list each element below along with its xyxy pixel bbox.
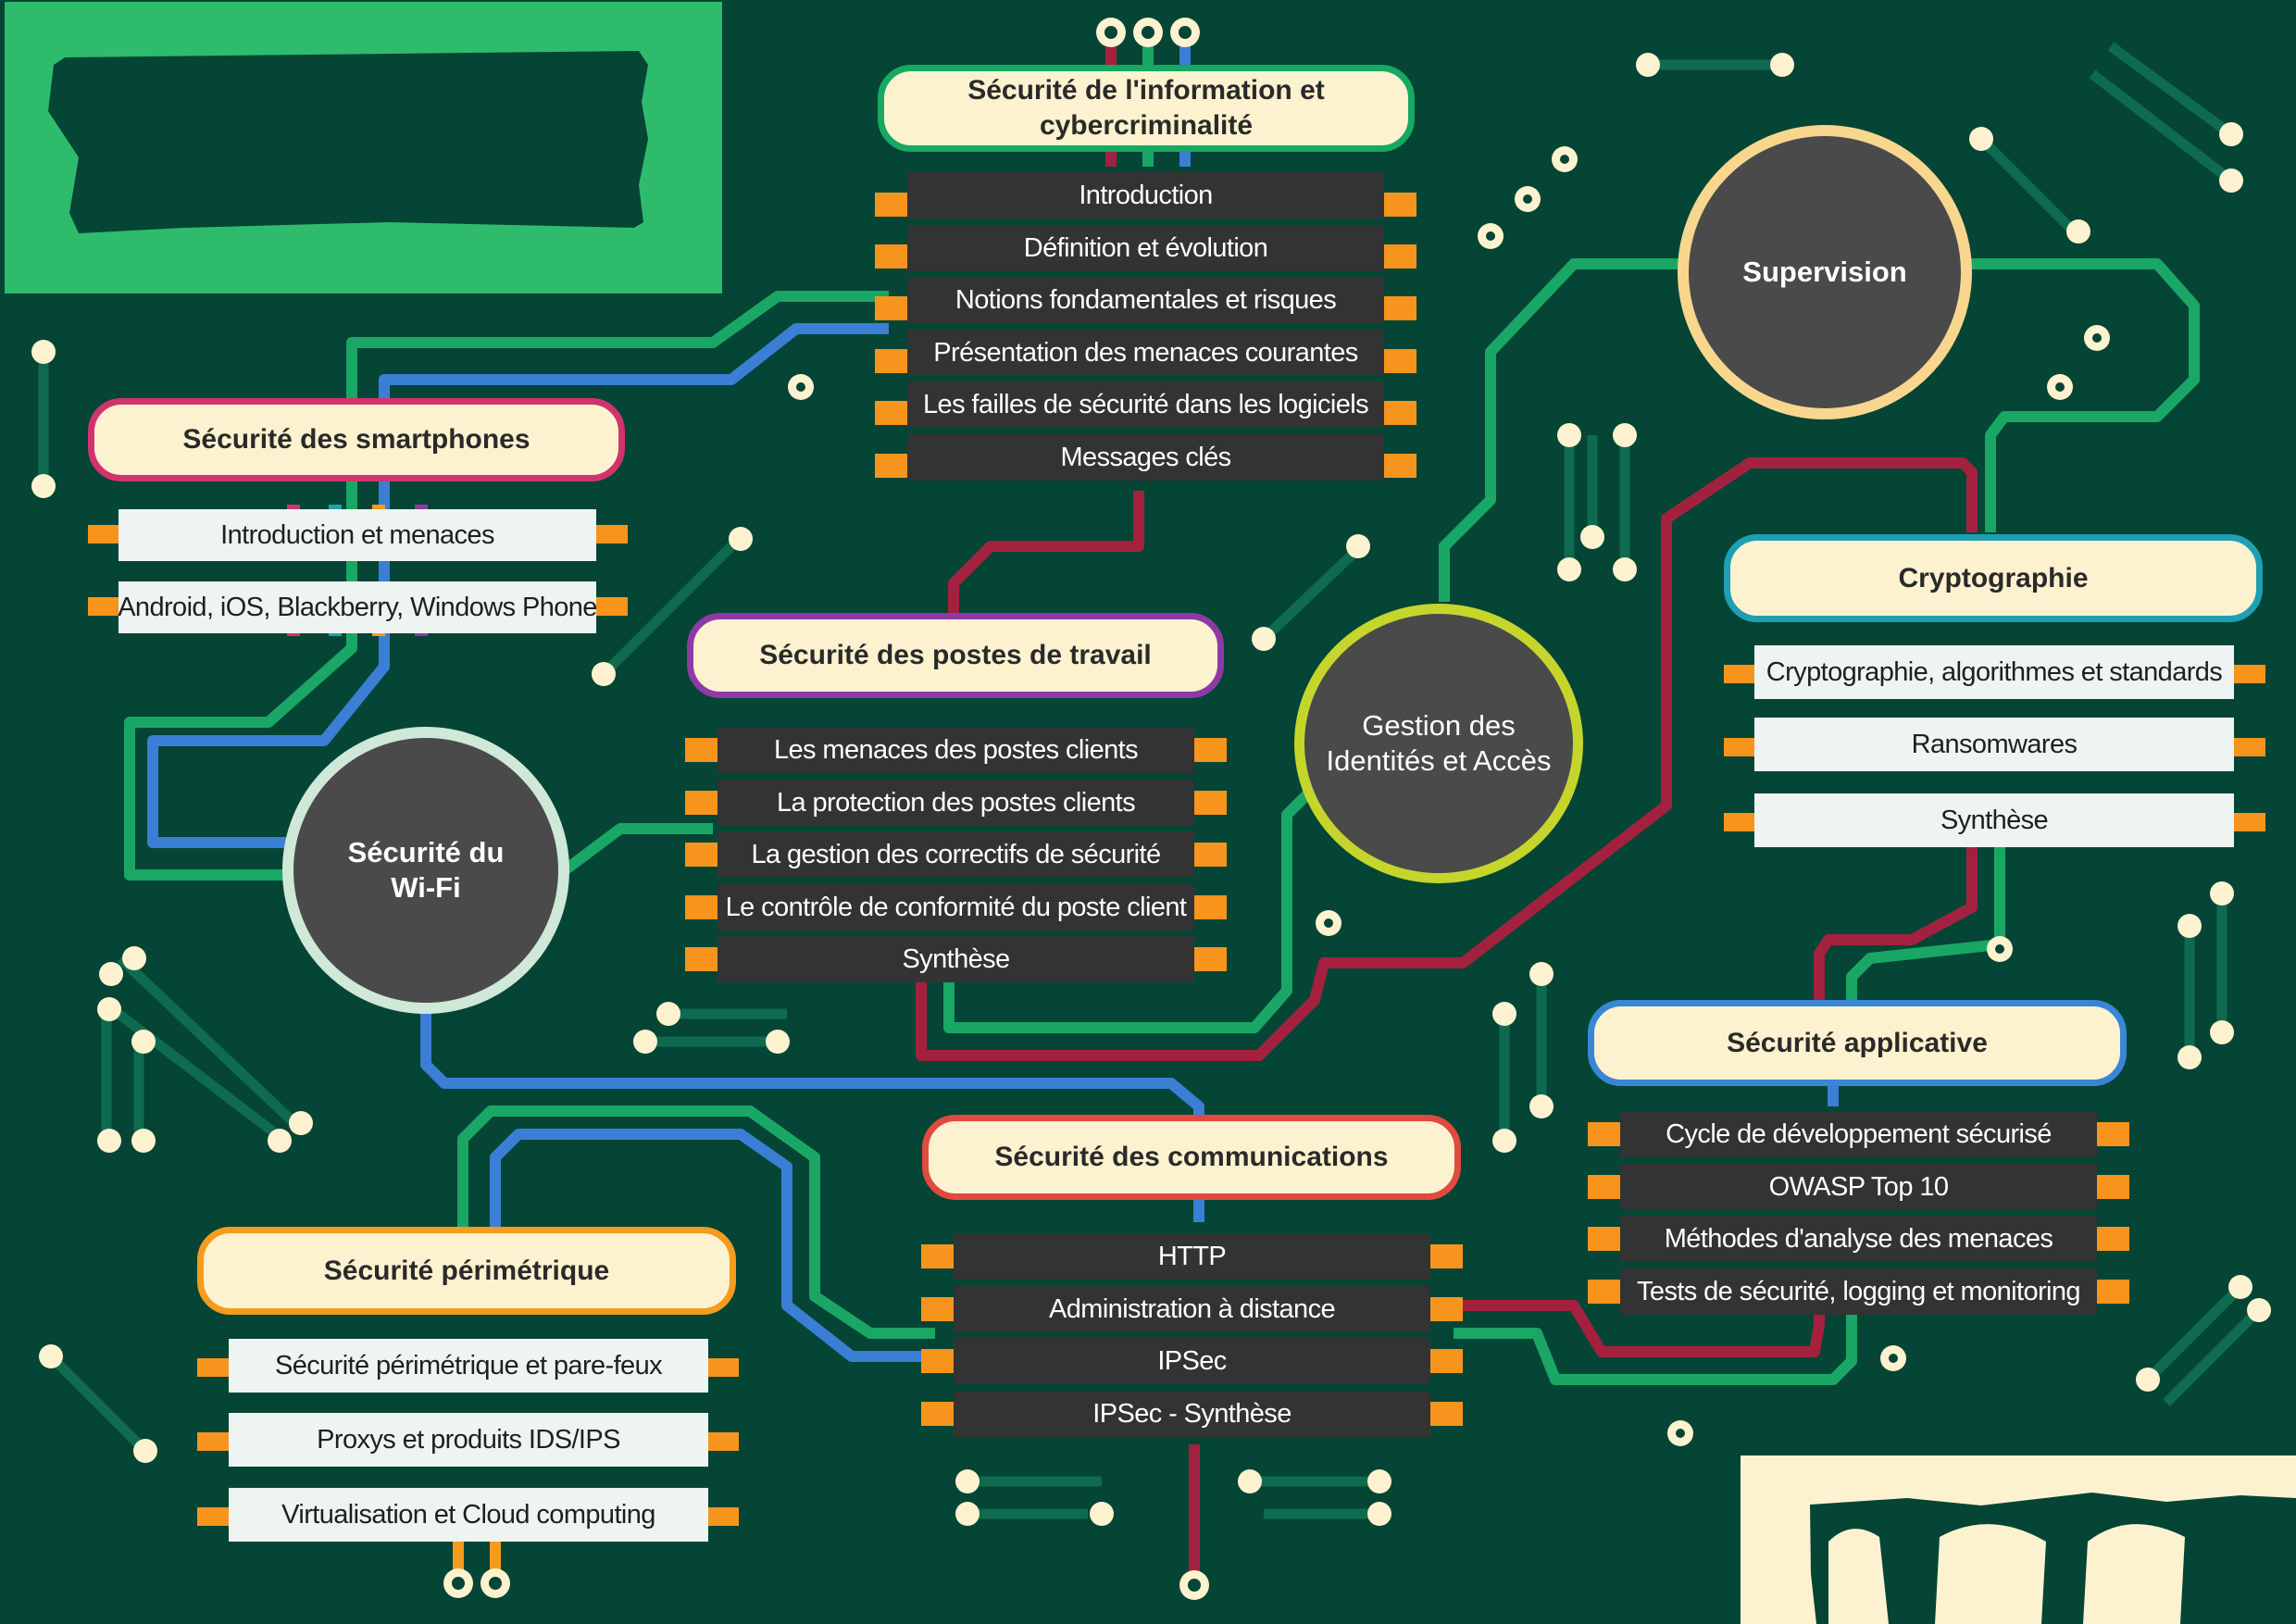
bottom-right-banner bbox=[1741, 1455, 2296, 1624]
chip-application: Cycle de développement sécurisé OWASP To… bbox=[1588, 1111, 2129, 1333]
chip-row[interactable]: Tests de sécurité, logging et monitoring bbox=[1620, 1268, 2097, 1315]
list-item[interactable]: Android, iOS, Blackberry, Windows Phone bbox=[118, 581, 597, 633]
chip-row[interactable]: Notions fondamentales et risques bbox=[907, 277, 1384, 323]
chip-row[interactable]: Le contrôle de conformité du poste clien… bbox=[718, 884, 1194, 931]
chip-info-security: Introduction Définition et évolution Not… bbox=[875, 172, 1416, 496]
module-title-info-security: Sécurité de l'information et cybercrimin… bbox=[878, 65, 1415, 152]
chip-row[interactable]: Messages clés bbox=[907, 434, 1384, 481]
top-left-banner bbox=[5, 2, 722, 294]
chip-communications: HTTP Administration à distance IPSec IPS… bbox=[921, 1233, 1467, 1455]
list-item[interactable]: Ransomwares bbox=[1754, 718, 2234, 771]
list-item[interactable]: Cryptographie, algorithmes et standards bbox=[1754, 645, 2234, 699]
chip-workstations: Les menaces des postes clients La protec… bbox=[685, 727, 1227, 995]
chip-row[interactable]: La gestion des correctifs de sécurité bbox=[718, 831, 1194, 878]
list-item[interactable]: Introduction et menaces bbox=[119, 509, 596, 561]
circle-supervision[interactable]: Supervision bbox=[1678, 125, 1972, 419]
chip-row[interactable]: OWASP Top 10 bbox=[1620, 1164, 2097, 1210]
circuit-traces bbox=[124, 28, 2200, 1583]
chip-row[interactable]: Synthèse bbox=[718, 936, 1194, 982]
chip-row[interactable]: Présentation des menaces courantes bbox=[907, 330, 1384, 376]
solder-dots bbox=[31, 53, 2271, 1526]
chip-row[interactable]: Les failles de sécurité dans les logicie… bbox=[907, 381, 1384, 428]
module-title-cryptography: Cryptographie bbox=[1724, 534, 2263, 622]
module-title-smartphones: Sécurité des smartphones bbox=[88, 398, 625, 481]
chip-row[interactable]: Définition et évolution bbox=[907, 225, 1384, 271]
list-item[interactable]: Sécurité périmétrique et pare-feux bbox=[229, 1339, 708, 1393]
module-title-perimeter: Sécurité périmétrique bbox=[197, 1227, 736, 1315]
module-title-communications: Sécurité des communications bbox=[922, 1115, 1461, 1200]
chip-row[interactable]: IPSec bbox=[954, 1338, 1430, 1384]
chip-row[interactable]: La protection des postes clients bbox=[718, 780, 1194, 826]
chip-row[interactable]: HTTP bbox=[954, 1233, 1430, 1280]
circle-iam[interactable]: Gestion des Identités et Accès bbox=[1294, 604, 1583, 883]
chip-row[interactable]: Méthodes d'analyse des menaces bbox=[1620, 1216, 2097, 1262]
list-item[interactable]: Synthèse bbox=[1754, 793, 2234, 847]
chip-row[interactable]: IPSec - Synthèse bbox=[954, 1391, 1430, 1437]
list-item[interactable]: Proxys et produits IDS/IPS bbox=[229, 1413, 708, 1467]
chip-row[interactable]: Cycle de développement sécurisé bbox=[1620, 1111, 2097, 1157]
chip-row[interactable]: Les menaces des postes clients bbox=[718, 727, 1194, 773]
module-title-application: Sécurité applicative bbox=[1588, 1000, 2127, 1086]
module-title-workstations: Sécurité des postes de travail bbox=[687, 613, 1224, 698]
via-rings bbox=[443, 18, 2110, 1600]
circle-wifi[interactable]: Sécurité du Wi-Fi bbox=[282, 727, 569, 1014]
list-item[interactable]: Virtualisation et Cloud computing bbox=[229, 1488, 708, 1542]
chip-row[interactable]: Introduction bbox=[907, 172, 1384, 219]
chip-row[interactable]: Administration à distance bbox=[954, 1286, 1430, 1332]
decorative-traces bbox=[38, 42, 2263, 1519]
